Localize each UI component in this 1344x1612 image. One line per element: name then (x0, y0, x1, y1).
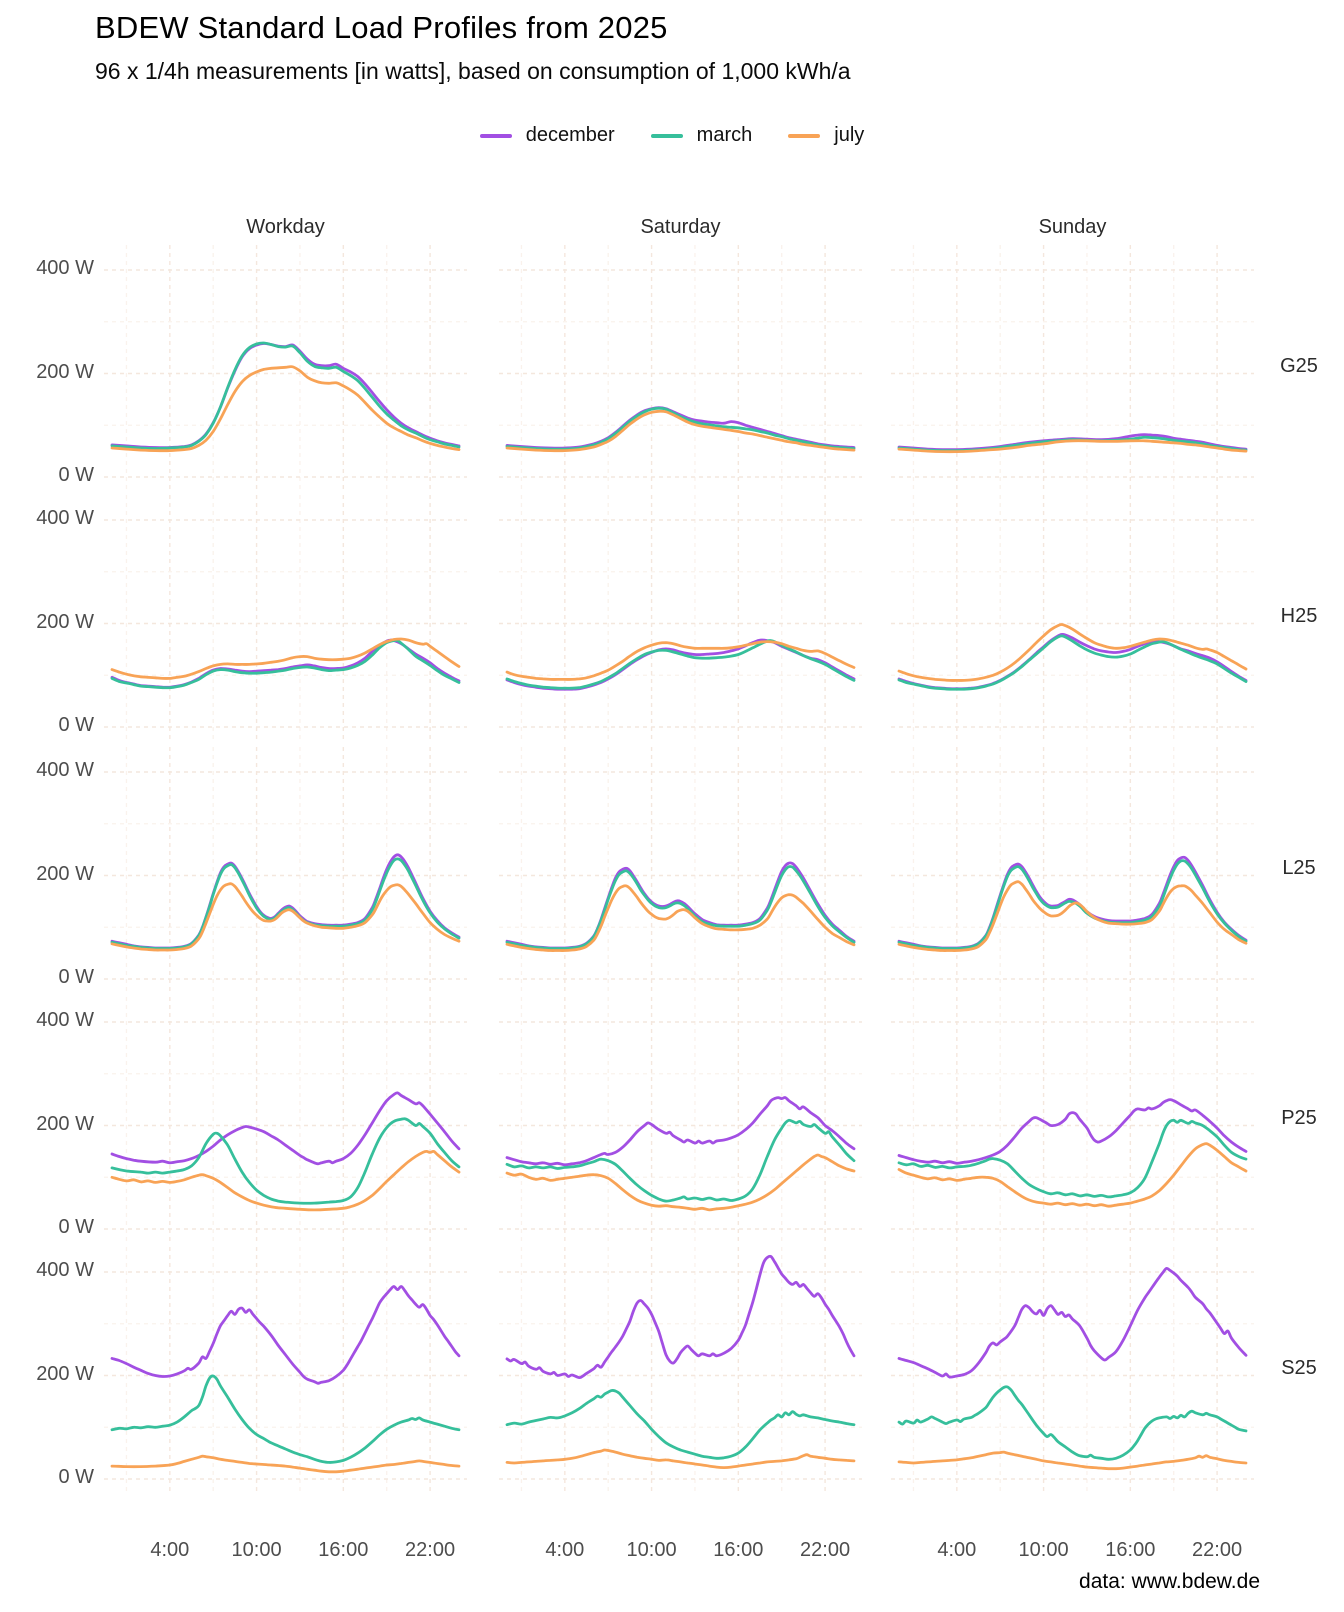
x-tick-workday-16: 16:00 (318, 1539, 369, 1561)
line-H25-Sunday-july (897, 623, 1248, 682)
x-tick-saturday-22: 22:00 (800, 1539, 851, 1561)
line-P25-Workday-july (110, 1149, 461, 1212)
x-tick-sunday-16: 16:00 (1105, 1539, 1156, 1561)
legend-label: july (834, 124, 865, 146)
legend-label: march (696, 124, 753, 146)
y-tick-l25-400: 400 W (36, 759, 94, 781)
line-S25-Workday-march (110, 1374, 461, 1464)
facet-row-label-l25: L25 (1282, 857, 1316, 879)
line-S25-Workday-december (110, 1285, 461, 1385)
y-tick-p25-0: 0 W (58, 1216, 94, 1238)
line-S25-Sunday-march (897, 1385, 1248, 1461)
facet-row-label-s25: S25 (1281, 1357, 1317, 1379)
line-L25-Saturday-december (505, 861, 856, 950)
chart-title: BDEW Standard Load Profiles from 2025 (95, 10, 668, 45)
y-tick-l25-0: 0 W (58, 966, 94, 988)
line-G25-Saturday-july (505, 409, 856, 453)
y-tick-s25-0: 0 W (58, 1466, 94, 1488)
line-P25-Saturday-march (505, 1118, 856, 1203)
x-tick-saturday-10: 10:00 (626, 1539, 677, 1561)
chart-subtitle: 96 x 1/4h measurements [in watts], based… (95, 58, 851, 84)
line-S25-Sunday-july (897, 1450, 1248, 1471)
line-L25-Saturday-july (505, 884, 856, 952)
line-H25-Workday-march (110, 638, 461, 690)
y-tick-h25-0: 0 W (58, 714, 94, 736)
legend-item-december: december (479, 124, 615, 147)
x-tick-sunday-10: 10:00 (1018, 1539, 1069, 1561)
legend-label: december (525, 124, 615, 146)
legend-key-icon (479, 133, 512, 138)
facet-row-label-g25: G25 (1280, 355, 1318, 377)
line-P25-Sunday-july (897, 1142, 1248, 1208)
line-L25-Sunday-july (897, 880, 1248, 952)
x-tick-workday-10: 10:00 (231, 1539, 282, 1561)
x-tick-workday-22: 22:00 (405, 1539, 456, 1561)
line-L25-Workday-march (110, 857, 461, 950)
line-H25-Saturday-december (505, 638, 856, 691)
line-P25-Sunday-december (897, 1098, 1248, 1165)
x-tick-sunday-4: 4:00 (937, 1539, 977, 1561)
chart-caption: data: www.bdew.de (1079, 1570, 1260, 1593)
y-tick-g25-400: 400 W (36, 257, 94, 279)
line-H25-Saturday-july (505, 640, 856, 681)
line-G25-Saturday-march (505, 406, 856, 451)
line-P25-Saturday-december (505, 1096, 856, 1167)
x-tick-sunday-22: 22:00 (1192, 1539, 1243, 1561)
line-H25-Saturday-march (505, 639, 856, 690)
line-S25-Sunday-december (897, 1266, 1248, 1379)
line-G25-Workday-july (110, 365, 461, 453)
y-tick-g25-0: 0 W (58, 464, 94, 486)
line-P25-Workday-march (110, 1117, 461, 1205)
line-P25-Workday-december (110, 1091, 461, 1166)
y-tick-g25-200: 200 W (36, 360, 94, 383)
legend-item-march: march (650, 124, 753, 147)
y-tick-l25-200: 200 W (36, 862, 94, 885)
line-S25-Saturday-march (505, 1389, 856, 1460)
x-tick-saturday-16: 16:00 (713, 1539, 764, 1561)
legend: december march july (0, 124, 1344, 147)
legend-item-july: july (788, 124, 864, 147)
line-H25-Sunday-march (897, 634, 1248, 691)
y-tick-p25-200: 200 W (36, 1112, 94, 1135)
line-P25-Saturday-july (505, 1153, 856, 1212)
line-L25-Saturday-march (505, 865, 856, 950)
legend-key-icon (650, 133, 683, 138)
line-G25-Sunday-july (897, 439, 1248, 454)
y-tick-h25-400: 400 W (36, 507, 94, 529)
line-L25-Workday-july (110, 882, 461, 952)
facet-row-label-p25: P25 (1281, 1107, 1317, 1129)
legend-key-icon (788, 133, 821, 138)
y-tick-s25-200: 200 W (36, 1362, 94, 1385)
line-S25-Saturday-july (505, 1448, 856, 1469)
line-P25-Sunday-march (897, 1118, 1248, 1199)
line-S25-Workday-july (110, 1454, 461, 1474)
y-tick-s25-400: 400 W (36, 1259, 94, 1281)
line-H25-Workday-july (110, 637, 461, 680)
facet-column-label-sunday: Sunday (1038, 216, 1107, 238)
y-tick-h25-200: 200 W (36, 610, 94, 633)
line-G25-Workday-march (110, 341, 461, 450)
x-tick-workday-4: 4:00 (150, 1539, 190, 1561)
line-G25-Workday-december (110, 342, 461, 450)
facet-column-label-saturday: Saturday (640, 216, 721, 238)
x-tick-saturday-4: 4:00 (545, 1539, 585, 1561)
facet-column-label-workday: Workday (246, 216, 325, 238)
y-tick-p25-400: 400 W (36, 1009, 94, 1031)
facet-row-label-h25: H25 (1280, 605, 1318, 627)
line-S25-Saturday-december (505, 1254, 856, 1380)
line-L25-Sunday-march (897, 859, 1248, 950)
